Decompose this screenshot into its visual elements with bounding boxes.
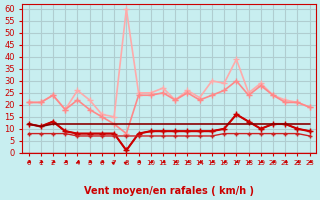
- X-axis label: Vent moyen/en rafales ( km/h ): Vent moyen/en rafales ( km/h ): [84, 186, 254, 196]
